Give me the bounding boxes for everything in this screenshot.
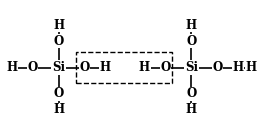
Text: H: H [246, 61, 257, 74]
Text: O: O [212, 61, 222, 74]
Text: Si: Si [52, 61, 65, 74]
Text: H: H [53, 103, 64, 116]
Text: O: O [53, 87, 64, 100]
Text: O: O [186, 35, 196, 48]
Text: O: O [53, 35, 64, 48]
Text: O: O [28, 61, 38, 74]
Text: H: H [6, 61, 17, 74]
Text: H: H [139, 61, 150, 74]
Text: O: O [186, 87, 196, 100]
Text: H: H [233, 61, 244, 74]
Text: H: H [53, 19, 64, 32]
Text: Si: Si [185, 61, 198, 74]
Text: O: O [160, 61, 170, 74]
Text: H: H [100, 61, 111, 74]
Text: H: H [186, 19, 197, 32]
Text: H: H [186, 103, 197, 116]
Text: O: O [79, 61, 90, 74]
